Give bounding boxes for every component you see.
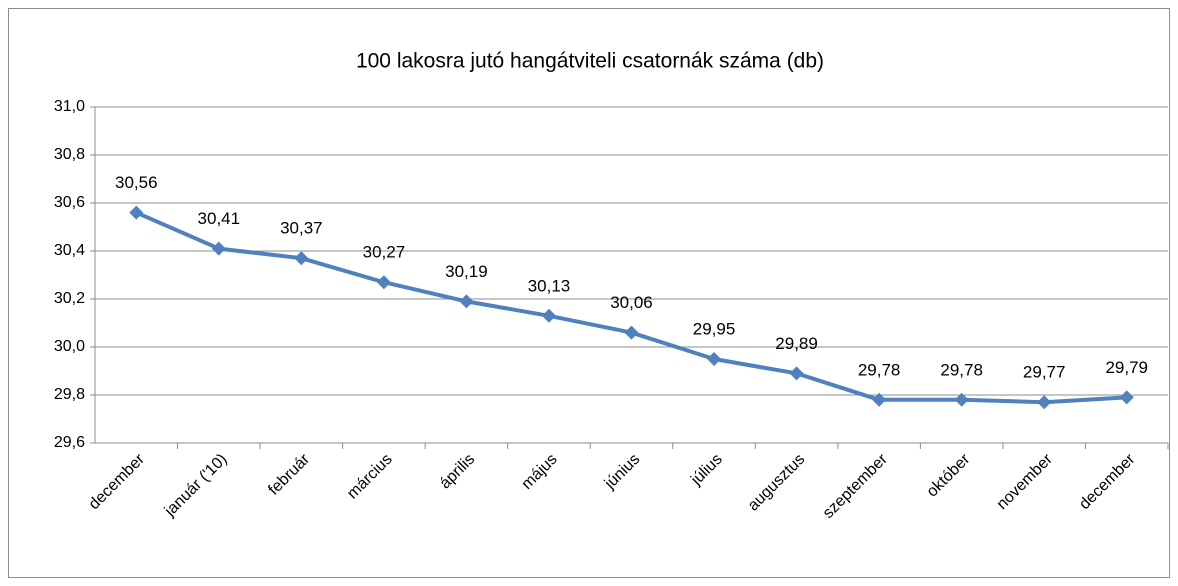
marker (789, 366, 804, 381)
data-label: 29,78 (858, 360, 901, 379)
data-label: 30,19 (445, 262, 488, 281)
marker (624, 325, 639, 340)
data-label: 29,77 (1023, 363, 1066, 382)
y-tick-label: 30,8 (54, 146, 85, 163)
marker (129, 205, 144, 220)
y-tick-label: 29,8 (54, 386, 85, 403)
marker (376, 275, 391, 290)
marker (459, 294, 474, 309)
chart-border (8, 8, 1170, 578)
y-tick-label: 30,4 (54, 242, 85, 259)
marker (211, 241, 226, 256)
data-label: 30,56 (115, 173, 158, 192)
data-label: 30,37 (280, 219, 323, 238)
data-label: 29,89 (775, 334, 818, 353)
data-label: 30,06 (610, 293, 653, 312)
y-tick-label: 30,2 (54, 290, 85, 307)
data-label: 30,27 (363, 243, 406, 262)
chart-title: 100 lakosra jutó hangátviteli csatornák … (356, 50, 824, 73)
marker (1119, 390, 1134, 405)
marker (1037, 395, 1052, 410)
marker (294, 251, 309, 266)
marker (954, 392, 969, 407)
y-tick-label: 30,6 (54, 194, 85, 211)
marker (707, 352, 722, 366)
y-tick-label: 29,6 (54, 434, 85, 451)
data-label: 29,95 (693, 319, 736, 338)
y-tick-label: 30,0 (54, 338, 85, 355)
y-tick-label: 31,0 (54, 98, 85, 115)
marker (541, 308, 556, 323)
data-label: 30,13 (528, 276, 571, 295)
marker (872, 392, 887, 407)
data-label: 29,78 (940, 360, 983, 379)
data-label: 29,79 (1105, 358, 1148, 377)
data-label: 30,41 (198, 209, 241, 228)
